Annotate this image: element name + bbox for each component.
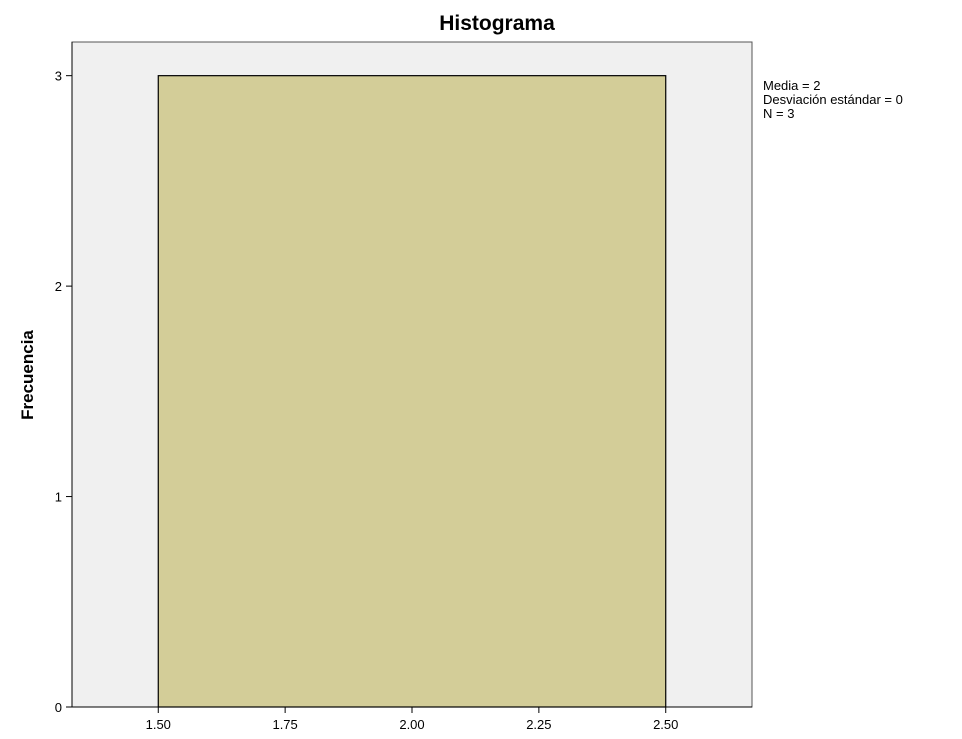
x-tick-label: 2.50 [653,717,678,732]
y-tick-label: 2 [55,279,62,294]
y-tick-label: 1 [55,490,62,505]
x-tick-label: 1.50 [146,717,171,732]
x-tick-label: 1.75 [272,717,297,732]
stats-line: N = 3 [763,106,794,121]
bars-group [157,75,667,708]
x-tick-label: 2.00 [399,717,424,732]
histogram-bar [157,75,667,708]
ticks-group: 0 1 2 3 1.50 1.75 2.00 2.25 2.50 [55,69,679,732]
stats-line: Media = 2 [763,78,820,93]
stats-line: Desviación estándar = 0 [763,92,903,107]
y-tick-label: 3 [55,69,62,84]
chart-title: Histograma [439,12,555,35]
y-tick-label: 0 [55,700,62,715]
y-axis-label: Frecuencia [18,330,37,420]
x-tick-label: 2.25 [526,717,551,732]
